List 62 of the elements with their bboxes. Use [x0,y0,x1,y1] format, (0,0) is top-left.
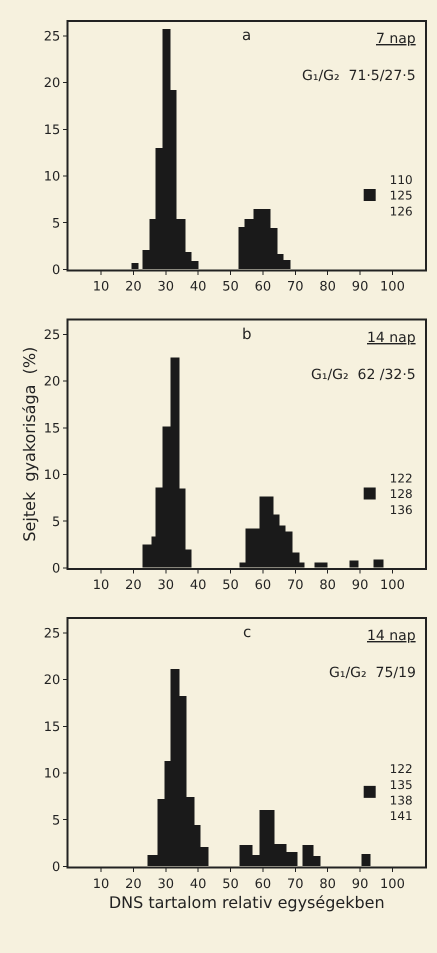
x-tick-label: 90 [352,876,368,892]
annotation: 14 nap [367,628,416,644]
x-tick-label: 70 [287,578,304,594]
x-tick-label: 10 [92,876,110,892]
y-tick-label: 0 [52,860,60,875]
x-tick-label: 20 [125,280,142,295]
y-tick-label: 5 [52,216,60,232]
y-tick-label: 0 [52,561,60,576]
x-tick-label: 100 [380,876,405,892]
y-tick-label: 25 [44,29,60,44]
x-tick-label: 40 [190,280,206,295]
x-tick-label: 90 [352,578,368,594]
x-tick-label: 50 [222,578,239,594]
x-tick-label: 100 [380,578,405,594]
x-tick-label: 100 [380,280,405,295]
annotation: G₁/G₂ 75/19 [329,665,416,681]
y-tick-label: 0 [52,262,60,278]
y-tick-label: 15 [44,421,60,436]
x-tick-label: 50 [222,280,239,295]
x-tick-label: 20 [125,876,142,892]
x-tick-label: 50 [222,876,239,892]
x-tick-label: 10 [92,578,110,594]
y-tick-label: 15 [44,122,60,138]
y-tick-label: 25 [44,626,60,642]
x-tick-label: 80 [319,876,336,892]
chart-title: c [243,623,252,641]
y-axis-title: Sejtek gyakorisága (%) [20,346,40,542]
x-tick-label: 80 [319,578,336,594]
x-tick-label: 70 [287,280,304,295]
x-axis-title: DNS tartalom relativ egységekben [108,892,385,912]
y-tick-label: 15 [44,720,60,735]
y-tick-label: 10 [44,468,60,484]
annotation: G₁/G₂ 71·5/27·5 [302,68,416,84]
x-tick-label: 30 [158,280,174,295]
annotation: 14 nap [367,330,416,346]
x-tick-label: 10 [92,280,110,295]
x-tick-label: 30 [158,876,174,892]
legend-label: 122 128 136 [390,472,413,517]
y-tick-label: 20 [44,76,60,92]
y-tick-label: 10 [44,766,60,782]
y-tick-label: 25 [44,328,60,343]
x-tick-label: 80 [319,280,336,295]
x-tick-label: 70 [287,876,304,892]
x-tick-label: 90 [352,280,368,295]
x-tick-label: 60 [254,578,272,594]
y-tick-label: 20 [44,374,60,390]
y-tick-label: 5 [52,514,60,530]
x-tick-label: 30 [158,578,174,594]
y-tick-label: 5 [52,813,60,828]
y-tick-label: 20 [44,673,60,688]
annotation: 7 nap [376,31,416,47]
x-tick-label: 60 [254,876,272,892]
chart-title: a [242,26,252,44]
y-tick-label: 10 [44,170,60,185]
x-tick-label: 20 [125,578,142,594]
legend-label: 122 135 138 141 [390,762,413,823]
x-tick-label: 40 [190,578,206,594]
chart-title: b [242,325,252,343]
x-tick-label: 40 [190,876,206,892]
legend-label: 110 125 126 [390,173,413,218]
annotation: G₁/G₂ 62 /32·5 [311,367,416,383]
x-tick-label: 60 [254,280,272,295]
